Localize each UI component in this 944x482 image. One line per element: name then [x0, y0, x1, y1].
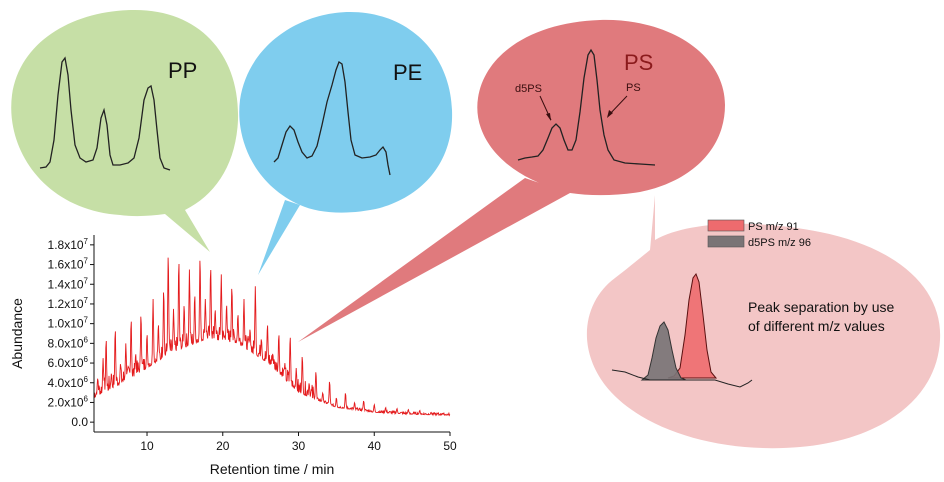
pe-bubble-shape [239, 12, 453, 275]
ps-ps-arrowhead [607, 110, 613, 118]
legend-swatch-d5ps [707, 235, 745, 248]
detail-caption-line2: of different m/z values [748, 318, 885, 334]
detail-bubble-shape [586, 195, 941, 449]
y-tick-label-2: 4.0x106 [48, 375, 89, 390]
legend-label-ps: PS m/z 91 [748, 221, 799, 233]
y-tick-label-9: 1.8x107 [48, 237, 89, 252]
y-tick-label-4: 8.0x106 [48, 335, 89, 350]
d5ps-m96-peak [640, 321, 687, 381]
y-tick-label-1: 2.0x106 [48, 394, 89, 409]
ps-chromatogram-trace [517, 48, 656, 166]
y-axis-ticks: 0.0 2.0x106 4.0x106 6.0x106 8.0x106 1.0x107 1.… [48, 237, 94, 429]
detail-bubble: PS m/z 91 d5PS m/z 96 Peak separation by… [586, 195, 941, 449]
tic-series-line [93, 257, 451, 417]
pp-bubble: PP [11, 10, 239, 252]
ps-bubble-shape [298, 19, 725, 342]
ps-d5ps-arrowhead [546, 113, 551, 121]
legend-label-d5ps: d5PS m/z 96 [748, 237, 811, 249]
y-tick-label-0: 0.0 [71, 415, 88, 429]
pe-chromatogram-trace [273, 61, 391, 176]
x-tick-label-0: 10 [140, 439, 154, 453]
y-tick-label-6: 1.2x107 [48, 296, 89, 311]
y-axis-label: Abundance [9, 298, 25, 369]
pp-bubble-shape [11, 10, 239, 252]
tic-chart: 0.0 2.0x106 4.0x106 6.0x106 8.0x106 1.0x107 1.… [9, 235, 457, 477]
pp-label: PP [168, 58, 197, 83]
pp-chromatogram-trace [39, 56, 171, 171]
pe-bubble: PE [239, 12, 453, 275]
ps-bubble: PS d5PS PS [298, 19, 725, 342]
ps-ps-annotation: PS [626, 82, 641, 94]
y-tick-label-8: 1.6x107 [48, 257, 89, 272]
x-axis-label: Retention time / min [210, 461, 335, 477]
y-tick-label-7: 1.4x107 [48, 276, 89, 291]
x-tick-label-1: 20 [216, 439, 230, 453]
x-tick-label-4: 50 [443, 439, 457, 453]
legend-swatch-ps [707, 219, 745, 232]
y-tick-label-5: 1.0x107 [48, 316, 89, 331]
pe-label: PE [393, 60, 422, 85]
y-tick-label-3: 6.0x106 [48, 355, 89, 370]
x-axis-ticks: 10 20 30 40 50 [140, 432, 457, 453]
ps-m91-peak [667, 272, 718, 379]
detail-caption-line1: Peak separation by use [748, 299, 895, 315]
detail-baseline-trace [611, 369, 753, 388]
ps-d5ps-annotation: d5PS [515, 83, 542, 95]
ps-label: PS [624, 50, 653, 75]
x-tick-label-2: 30 [292, 439, 306, 453]
x-tick-label-3: 40 [368, 439, 382, 453]
